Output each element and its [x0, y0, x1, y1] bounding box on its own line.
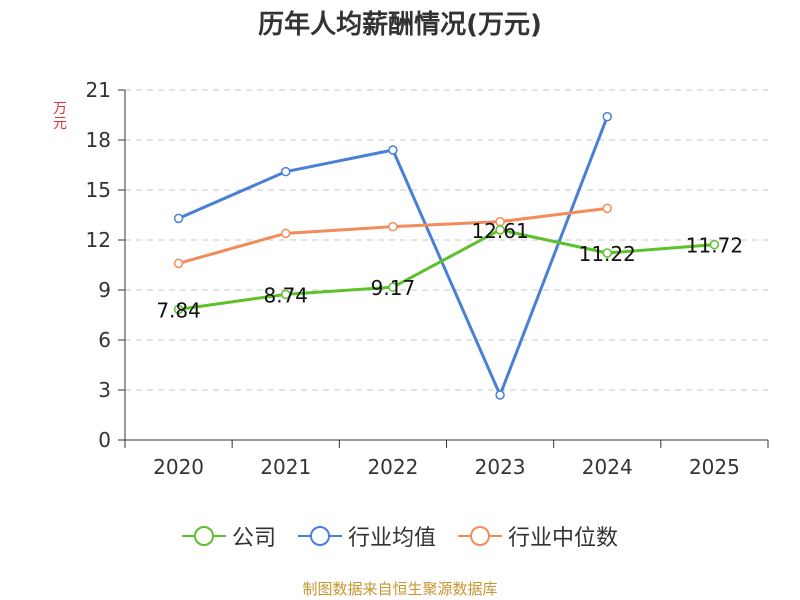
y-tick-label: 18	[86, 128, 111, 152]
series-line-1	[177, 116, 609, 397]
data-point	[281, 289, 291, 300]
legend-item-company[interactable]: 公司	[181, 520, 276, 552]
y-tick-label: 12	[86, 228, 111, 252]
data-point	[388, 282, 398, 292]
x-tick-label: 2025	[689, 455, 740, 479]
series-line-0	[178, 228, 715, 311]
legend-label: 公司	[231, 526, 276, 551]
data-point	[281, 228, 291, 239]
y-tick-label: 21	[86, 78, 111, 102]
x-tick-label: 2021	[260, 455, 311, 479]
x-tick-label: 2024	[582, 455, 633, 479]
y-tick-label: 6	[98, 328, 111, 352]
data-point	[173, 304, 184, 315]
data-label: 11.22	[579, 242, 636, 266]
data-point	[602, 111, 612, 122]
legend-item-industry-mean[interactable]: 行业均值	[297, 520, 436, 552]
data-point	[495, 225, 505, 235]
legend-marker-icon	[297, 526, 342, 546]
legend: 公司 行业均值 行业中位数	[0, 520, 800, 552]
data-label: 11.72	[686, 234, 743, 258]
data-label: 8.74	[263, 283, 308, 307]
data-point	[495, 390, 505, 400]
series-line-2	[178, 206, 608, 265]
data-point	[709, 239, 720, 250]
legend-marker-icon	[181, 526, 226, 546]
data-point	[388, 145, 398, 155]
legend-item-industry-median[interactable]: 行业中位数	[458, 520, 618, 552]
x-tick-label: 2020	[153, 455, 204, 479]
legend-label: 行业中位数	[508, 526, 619, 551]
y-tick-label: 3	[98, 378, 111, 402]
data-source-note: 制图数据来自恒生聚源数据库	[302, 580, 498, 598]
y-tick-label: 15	[86, 178, 111, 202]
x-tick-label: 2023	[475, 455, 526, 479]
legend-marker-icon	[458, 526, 502, 546]
data-label: 12.61	[471, 219, 528, 243]
data-point	[173, 258, 184, 269]
x-tick-label: 2022	[367, 455, 418, 479]
y-tick-label: 9	[98, 278, 111, 302]
y-axis-label: 万元	[53, 101, 67, 132]
data-point	[173, 213, 184, 224]
data-label: 7.84	[156, 298, 201, 322]
y-tick-label: 0	[98, 428, 111, 452]
legend-label: 行业均值	[347, 526, 436, 551]
data-point	[388, 221, 398, 232]
data-point	[281, 166, 291, 177]
data-point	[602, 248, 612, 258]
data-point	[602, 203, 612, 214]
chart-title: 历年人均薪酬情况(万元)	[258, 10, 542, 40]
data-label: 9.17	[371, 276, 416, 300]
